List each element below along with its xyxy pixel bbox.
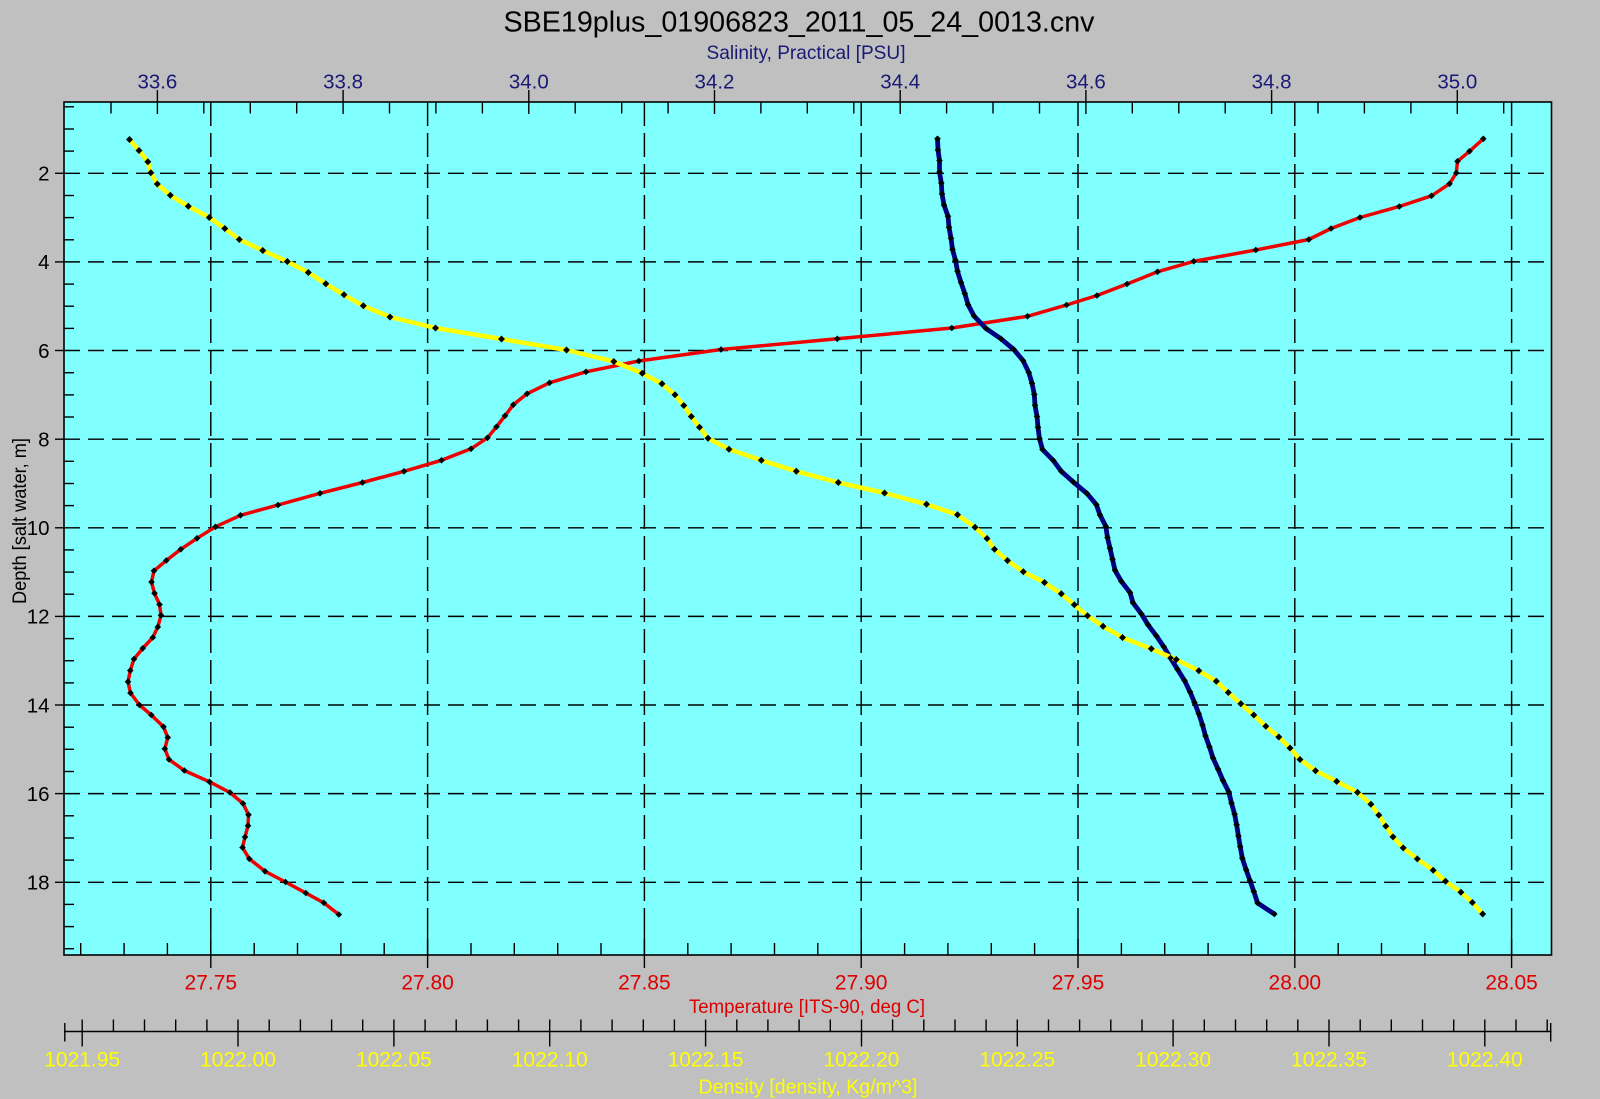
svg-text:1022.30: 1022.30 [1135, 1049, 1211, 1072]
svg-text:16: 16 [27, 783, 50, 806]
svg-text:14: 14 [27, 694, 50, 717]
svg-text:1022.15: 1022.15 [668, 1049, 744, 1072]
svg-text:6: 6 [38, 340, 49, 363]
svg-text:Salinity, Practical [PSU]: Salinity, Practical [PSU] [707, 42, 906, 64]
svg-text:12: 12 [27, 606, 50, 629]
svg-text:34.6: 34.6 [1066, 71, 1106, 94]
svg-text:4: 4 [38, 251, 49, 274]
svg-text:2: 2 [38, 163, 49, 186]
svg-text:1022.35: 1022.35 [1291, 1049, 1367, 1072]
svg-text:33.6: 33.6 [137, 71, 177, 94]
svg-text:33.8: 33.8 [323, 71, 363, 94]
svg-text:34.2: 34.2 [695, 71, 735, 94]
svg-text:35.0: 35.0 [1437, 71, 1477, 94]
svg-text:27.85: 27.85 [618, 972, 671, 995]
svg-text:Temperature [ITS-90, deg C]: Temperature [ITS-90, deg C] [689, 997, 925, 1018]
svg-text:27.80: 27.80 [401, 972, 454, 995]
svg-text:10: 10 [27, 517, 50, 540]
svg-text:1021.95: 1021.95 [44, 1049, 120, 1072]
svg-text:34.8: 34.8 [1252, 71, 1292, 94]
svg-text:27.95: 27.95 [1052, 972, 1105, 995]
svg-text:34.4: 34.4 [880, 71, 920, 94]
svg-text:1022.40: 1022.40 [1447, 1049, 1523, 1072]
svg-text:8: 8 [38, 429, 49, 452]
svg-text:1022.25: 1022.25 [979, 1049, 1055, 1072]
svg-text:Density [density, Kg/m^3]: Density [density, Kg/m^3] [699, 1077, 918, 1099]
svg-text:1022.10: 1022.10 [512, 1049, 588, 1072]
svg-text:1022.00: 1022.00 [200, 1049, 276, 1072]
svg-text:27.75: 27.75 [185, 972, 238, 995]
svg-text:Depth [salt water, m]: Depth [salt water, m] [9, 438, 31, 604]
svg-text:18: 18 [27, 872, 50, 895]
svg-text:28.00: 28.00 [1269, 972, 1322, 995]
svg-text:34.0: 34.0 [509, 71, 549, 94]
svg-text:27.90: 27.90 [835, 972, 888, 995]
svg-text:1022.20: 1022.20 [823, 1049, 899, 1072]
svg-text:28.05: 28.05 [1485, 972, 1538, 995]
svg-text:1022.05: 1022.05 [356, 1049, 432, 1072]
svg-text:SBE19plus_01906823_2011_05_24_: SBE19plus_01906823_2011_05_24_0013.cnv [504, 7, 1095, 39]
